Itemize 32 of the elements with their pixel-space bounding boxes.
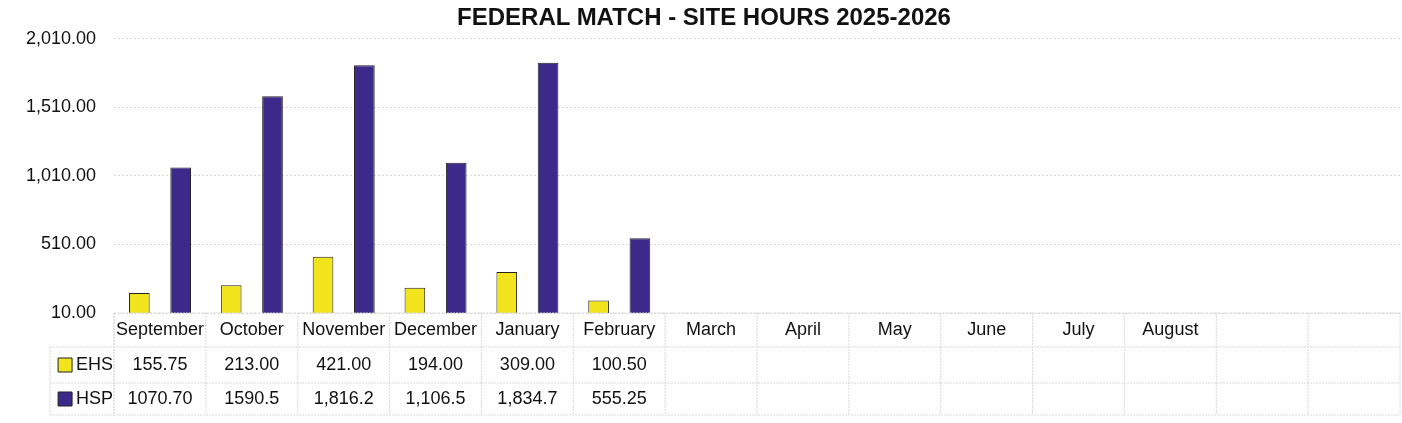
data-label: 100.50 [591,353,647,374]
data-label: 155.75 [132,353,188,374]
legend-label: EHS [76,353,114,374]
y-tick-label: 2,010.00 [25,27,97,48]
y-tick-label: 510.00 [41,233,97,254]
y-tick-label: 1,510.00 [25,96,97,117]
y-tick-label: 1,010.00 [25,164,97,185]
x-tick-label: December [394,318,478,339]
data-label: 1070.70 [127,387,193,408]
data-label: 213.00 [224,353,280,374]
data-label: 1,816.2 [313,387,374,408]
data-label: 194.00 [408,353,464,374]
x-tick-label: November [302,318,386,339]
x-tick-label: February [583,318,656,339]
y-tick-label: 10.00 [51,301,97,322]
chart-title: FEDERAL MATCH - SITE HOURS 2025-2026 [457,3,951,31]
x-tick-label: May [877,318,912,339]
data-label: 309.00 [499,353,555,374]
x-tick-label: April [784,318,821,339]
x-tick-label: August [1142,318,1199,339]
x-tick-label: July [1062,318,1095,339]
data-label: 1,106.5 [405,387,466,408]
data-label: 1,834.7 [497,387,558,408]
data-label: 1590.5 [224,387,280,408]
x-tick-label: September [115,318,205,339]
x-tick-label: January [495,318,560,339]
data-label: 555.25 [591,387,647,408]
x-tick-label: June [967,318,1007,339]
legend-label: HSP [76,387,114,408]
data-label: 421.00 [316,353,372,374]
x-tick-label: March [686,318,737,339]
x-tick-label: October [219,318,284,339]
